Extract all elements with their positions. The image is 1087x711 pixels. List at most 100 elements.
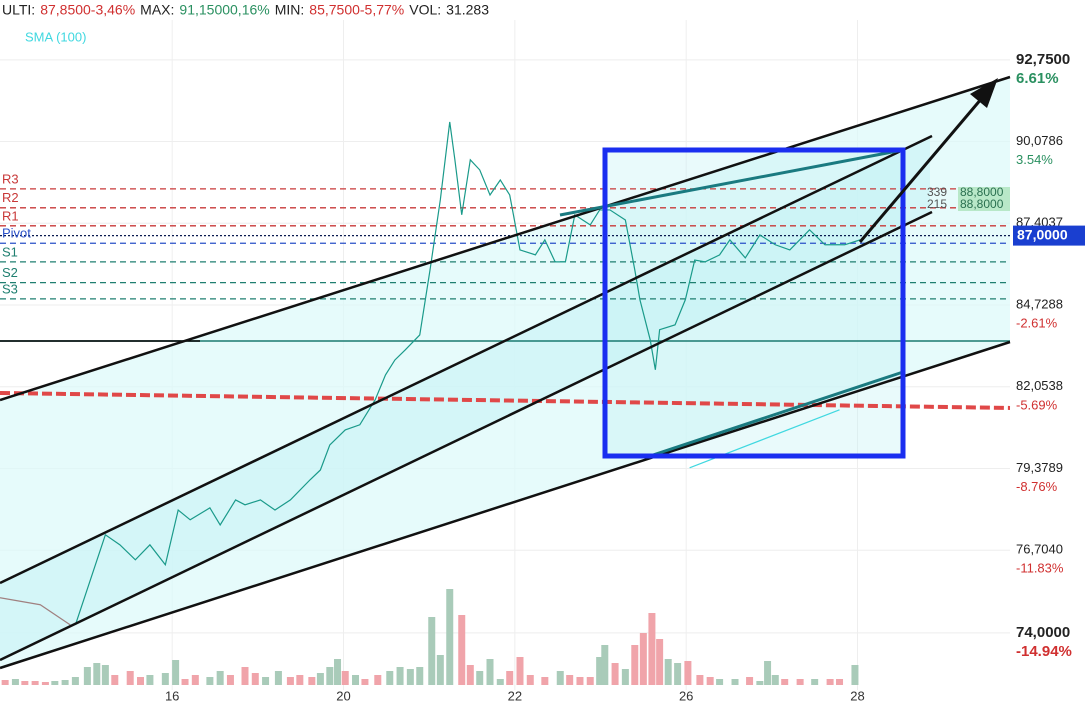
volume-bar	[286, 677, 294, 685]
volume-bar	[851, 665, 859, 685]
volume-bar	[836, 679, 844, 685]
last-price-box	[1013, 225, 1085, 246]
volume-bar	[241, 667, 249, 685]
volume-bar	[386, 671, 394, 685]
volume-bar	[396, 667, 404, 685]
volume-bar	[308, 677, 316, 685]
header-item: 91,15000,16%	[179, 2, 269, 18]
volume-bar	[811, 679, 819, 685]
volume-bar	[361, 679, 369, 685]
last-price-label: 87,0000	[1017, 226, 1068, 242]
volume-bar	[274, 671, 282, 685]
y-tick-label: 90,0786	[1016, 133, 1063, 148]
volume-bar	[428, 617, 436, 685]
volume-bar	[516, 657, 524, 685]
y-tick-label: 76,7040	[1016, 542, 1063, 557]
volume-bar	[576, 677, 584, 685]
pivot-label: R2	[2, 190, 19, 205]
y2-tick-label: 6.61%	[1016, 70, 1059, 87]
volume-bar	[466, 665, 474, 685]
data-layer	[0, 121, 1011, 685]
y-tick-label: 74,0000	[1016, 624, 1070, 641]
volume-bar	[51, 681, 59, 685]
annotation-count: 215	[927, 197, 947, 211]
arrow-shaft	[858, 97, 984, 243]
volume-bar	[71, 677, 79, 685]
volume-bar	[326, 667, 334, 685]
volume-bar	[374, 675, 382, 685]
volume-bar	[136, 677, 144, 685]
header-item: VOL:	[409, 2, 441, 18]
volume-bar	[191, 675, 199, 685]
volume-bar	[251, 673, 259, 685]
pivot-label: R1	[2, 208, 19, 223]
trend-highlight	[559, 148, 904, 217]
volume-bar	[1, 680, 9, 685]
volume-bar	[621, 669, 629, 685]
volume-bar	[352, 675, 360, 685]
volume-bar	[436, 655, 444, 685]
annotation-count: 339	[927, 185, 947, 199]
y2-tick-label: -8.76%	[1016, 479, 1058, 494]
y2-tick-label: -11.83%	[1016, 561, 1064, 576]
volume-bar	[648, 613, 656, 685]
volume-bar	[496, 679, 504, 685]
volume-bar	[61, 680, 69, 685]
box-fill	[605, 150, 903, 456]
selection-box	[602, 147, 906, 459]
header-item: 87,8500-3,46%	[40, 2, 135, 18]
volume-bar	[161, 673, 169, 685]
y-tick-label: 92,7500	[1016, 51, 1070, 68]
legend-entry: SMA (100)	[25, 29, 86, 44]
volume-bar	[111, 675, 119, 685]
annotation-price: 88,8000	[960, 185, 1004, 199]
volume-bar	[541, 677, 549, 685]
pivot-label: Pivot	[2, 226, 31, 241]
volume-bar	[216, 671, 224, 685]
dashed-line	[0, 390, 1011, 410]
volume-bar	[731, 679, 739, 685]
trend-line	[0, 134, 933, 585]
y2-tick-label: -5.69%	[1016, 397, 1058, 412]
trend-highlight	[649, 370, 904, 458]
volume-bar	[611, 663, 619, 685]
volume-bar	[756, 681, 764, 685]
volume-bar	[486, 659, 494, 685]
header-item: 85,7500-5,77%	[309, 2, 404, 18]
pivot-label: S3	[2, 281, 18, 296]
volume-bar	[601, 645, 609, 685]
y2-tick-label: -14.94%	[1016, 643, 1072, 660]
volume-bar	[596, 657, 604, 685]
volume-bar	[341, 671, 349, 685]
volume-bar	[526, 675, 534, 685]
volume-bar	[796, 679, 804, 685]
volume-bar	[41, 682, 49, 685]
volume-bar	[696, 675, 704, 685]
header-item: MAX:	[140, 2, 174, 18]
volume-bar	[316, 673, 324, 685]
volume-bar	[706, 677, 714, 685]
header-item: ULTI:	[2, 2, 35, 18]
volume-bar	[631, 645, 639, 685]
price-line	[74, 121, 861, 626]
volume-bar	[226, 675, 234, 685]
volume-bar	[586, 677, 594, 685]
price-line	[0, 597, 71, 626]
volume-bar	[556, 671, 564, 685]
volume-bar	[781, 679, 789, 685]
volume-bar	[458, 615, 466, 685]
volume-bar	[262, 677, 270, 685]
volume-bar	[206, 677, 214, 685]
trend-line	[0, 75, 1011, 402]
y2-tick-label: 3.54%	[1016, 152, 1053, 167]
trend-line	[0, 210, 933, 662]
volume-bar	[406, 669, 414, 685]
volume-bar	[639, 633, 647, 685]
volume-bar	[126, 671, 134, 685]
volume-bar	[416, 667, 424, 685]
channel-fills	[0, 77, 1010, 668]
arrow-head	[970, 78, 998, 108]
volume-bar	[181, 679, 189, 685]
